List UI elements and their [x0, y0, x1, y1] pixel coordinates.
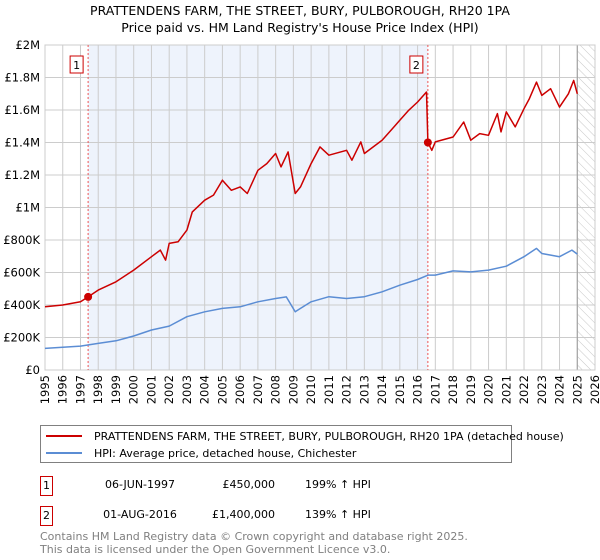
x-tick-label: 2000 — [127, 375, 141, 404]
x-tick-label: 2015 — [393, 375, 407, 404]
transaction-hpi: 199% ↑ HPI — [305, 478, 371, 491]
sale-label-box — [69, 55, 84, 74]
x-tick-label: 2026 — [588, 375, 600, 404]
y-tick-label: £600K — [3, 266, 40, 280]
chart-subtitle: Price paid vs. HM Land Registry's House … — [121, 20, 479, 35]
x-tick-label: 2014 — [375, 375, 389, 404]
footer-copyright: Contains HM Land Registry data © Crown c… — [40, 530, 468, 543]
hpi-line — [44, 247, 578, 350]
transaction-date: 01-AUG-2016 — [103, 508, 177, 521]
sale-label: 2 — [413, 59, 420, 72]
sale-label: 1 — [73, 59, 80, 72]
x-tick-label: 2013 — [357, 375, 371, 404]
transaction-badge: 2 — [40, 506, 53, 526]
footer-licence: This data is licensed under the Open Gov… — [40, 543, 391, 556]
x-tick-label: 2007 — [251, 375, 265, 404]
x-tick-label: 2006 — [233, 375, 247, 404]
x-tick-label: 2018 — [446, 375, 460, 404]
y-tick-label: £1.8M — [4, 71, 40, 85]
y-tick-label: £1.2M — [4, 168, 40, 182]
x-tick-label: 2002 — [162, 375, 176, 404]
x-tick-label: 1999 — [109, 375, 123, 404]
x-tick-label: 1997 — [73, 375, 87, 404]
property-price-line — [44, 79, 579, 308]
legend-hpi-swatch — [46, 452, 82, 454]
x-tick-label: 2025 — [570, 375, 584, 404]
x-tick-label: 2022 — [517, 375, 531, 404]
x-tick-label: 2019 — [464, 375, 478, 404]
x-tick-label: 2021 — [499, 375, 513, 404]
x-tick-label: 2011 — [322, 375, 336, 404]
legend-property-swatch — [46, 435, 82, 437]
x-tick-label: 2005 — [215, 375, 229, 404]
y-tick-label: £200K — [3, 331, 40, 345]
x-tick-label: 2004 — [198, 375, 212, 404]
x-tick-label: 2016 — [411, 375, 425, 404]
x-tick-label: 1996 — [56, 375, 70, 404]
x-tick-label: 1998 — [91, 375, 105, 404]
transaction-hpi: 139% ↑ HPI — [305, 508, 371, 521]
transaction-price: £1,400,000 — [212, 508, 275, 521]
y-tick-label: £1M — [15, 201, 40, 215]
transaction-badge: 1 — [40, 476, 53, 496]
legend-hpi-label: HPI: Average price, detached house, Chic… — [94, 446, 357, 460]
x-tick-label: 2020 — [482, 375, 496, 404]
transaction-price: £450,000 — [222, 478, 276, 491]
legend-property-label: PRATTENDENS FARM, THE STREET, BURY, PULB… — [94, 429, 564, 443]
x-tick-label: 2003 — [180, 375, 194, 404]
price-chart: 1995 1996 1997 1998 1999 2000 2001 2002 2003 2004… — [3, 38, 600, 404]
x-tick-label: 2001 — [144, 375, 158, 404]
transaction-date: 06-JUN-1997 — [104, 478, 176, 491]
sale-point — [84, 292, 93, 301]
y-tick-label: £1.6M — [4, 103, 40, 117]
plot-frame — [44, 44, 596, 371]
y-tick-label: £400K — [3, 298, 40, 312]
x-tick-label: 2009 — [286, 375, 300, 404]
sale-point — [423, 138, 432, 147]
y-tick-label: £1.4M — [4, 136, 40, 150]
y-tick-label: £0 — [25, 363, 40, 377]
chart-title: PRATTENDENS FARM, THE STREET, BURY, PULB… — [90, 3, 510, 18]
x-tick-label: 2008 — [269, 375, 283, 404]
y-tick-label: £2M — [15, 38, 40, 52]
x-tick-label: 2017 — [428, 375, 442, 404]
y-tick-label: £800K — [3, 233, 40, 247]
x-tick-label: 2023 — [535, 375, 549, 404]
sale-label-box — [409, 55, 424, 74]
x-tick-label: 2024 — [553, 375, 567, 404]
legend: PRATTENDENS FARM, THE STREET, BURY, PULB… — [40, 425, 564, 463]
x-tick-label: 2012 — [340, 375, 354, 404]
x-tick-label: 2010 — [304, 375, 318, 404]
x-tick-label: 1995 — [38, 375, 52, 404]
